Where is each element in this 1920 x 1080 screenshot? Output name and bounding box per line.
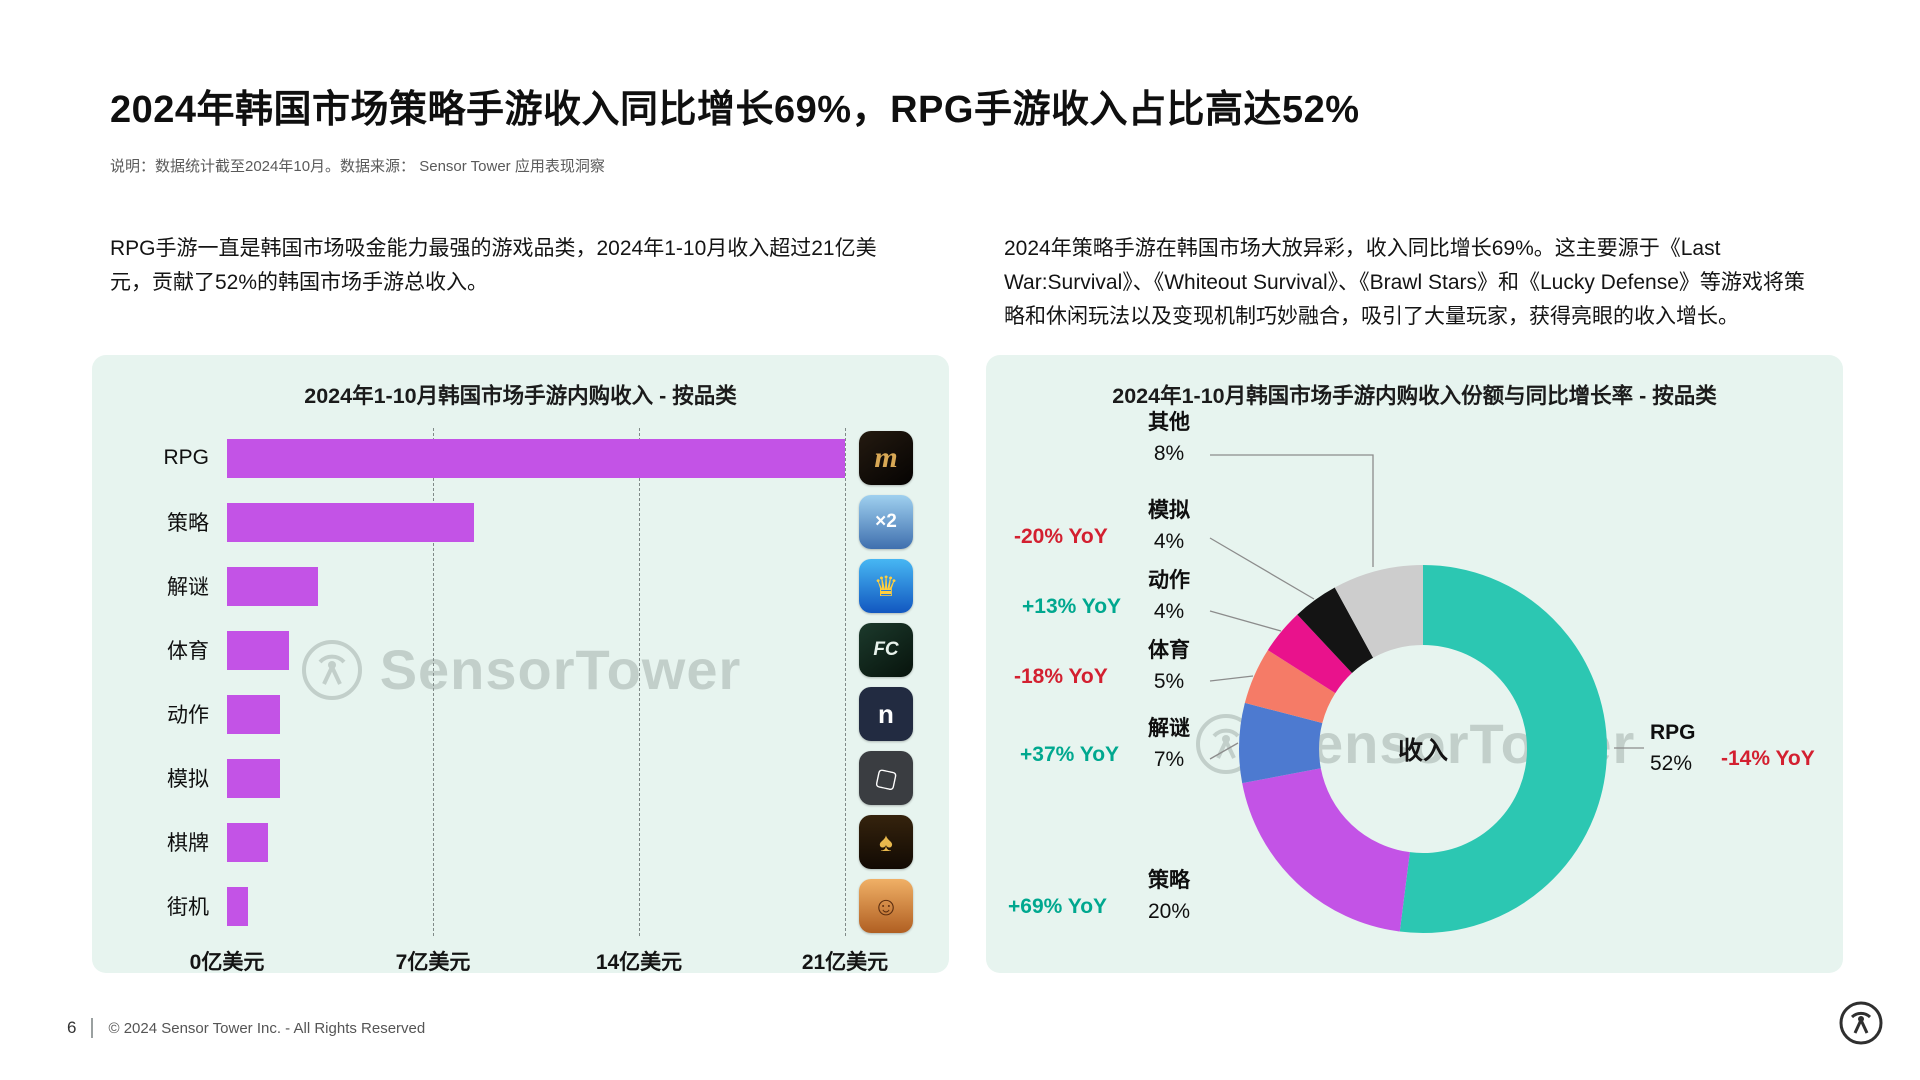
bar-x-axis: 0亿美元 7亿美元 14亿美元 21亿美元: [120, 946, 919, 973]
donut-label-puzzle: 解谜 7%: [1148, 717, 1190, 771]
app-icon-roblox: ▢: [859, 751, 913, 805]
donut-segment-解谜: [1239, 565, 1607, 933]
sensortower-footer-logo-icon: [1838, 1000, 1884, 1046]
paragraph-rpg: RPG手游一直是韩国市场吸金能力最强的游戏品类，2024年1-10月收入超过21…: [110, 237, 877, 295]
gridline: [845, 428, 846, 936]
bar-track: [227, 554, 845, 618]
donut-label-rpg: RPG 52%: [1650, 721, 1696, 775]
bar-chart-panel: 2024年1-10月韩国市场手游内购收入 - 按品类 SensorTower R…: [92, 355, 949, 973]
yoy-puzzle: +37% YoY: [1020, 743, 1120, 766]
bar-动作: [227, 694, 280, 734]
bar-模拟: [227, 758, 280, 798]
chart-panels: 2024年1-10月韩国市场手游内购收入 - 按品类 SensorTower R…: [92, 355, 1843, 973]
donut-label-strategy: 策略 20%: [1147, 869, 1191, 923]
bar-category-label: 体育: [167, 640, 209, 663]
app-icon-cookie-run: ☺: [859, 879, 913, 933]
bar-track: [227, 874, 845, 938]
intro-paragraphs: RPG手游一直是韩国市场吸金能力最强的游戏品类，2024年1-10月收入超过21…: [110, 232, 1822, 334]
app-icon-lineage-m: m: [859, 431, 913, 485]
x-tick-label: 21亿美元: [801, 951, 889, 973]
app-icon-royal-match: ♛: [859, 559, 913, 613]
bar-row: 策略 ×2: [120, 490, 919, 554]
donut-label-action: 动作 4%: [1148, 569, 1190, 623]
donut-chart: 收入: [1237, 563, 1609, 935]
bar-row: 体育 FC: [120, 618, 919, 682]
bar-category-label: 街机: [167, 896, 209, 919]
yoy-sports: -18% YoY: [1014, 665, 1108, 688]
bar-策略: [227, 502, 475, 542]
bar-category-label: 棋牌: [167, 832, 209, 855]
bar-category-label: 解谜: [167, 576, 209, 599]
bar-category-label: 模拟: [167, 768, 209, 791]
x-tick-label: 14亿美元: [595, 951, 683, 973]
page-number: 6: [67, 1018, 77, 1037]
copyright-text: © 2024 Sensor Tower Inc. - All Rights Re…: [108, 1019, 426, 1037]
donut-svg: [1239, 565, 1607, 933]
bar-track: [227, 618, 845, 682]
gridline: [433, 428, 434, 936]
bar-row: 动作 n: [120, 682, 919, 746]
app-icon-netmarble: n: [859, 687, 913, 741]
yoy-rpg: -14% YoY: [1721, 747, 1815, 770]
yoy-action: +13% YoY: [1022, 595, 1122, 618]
bar-row: 模拟 ▢: [120, 746, 919, 810]
bar-track: [227, 746, 845, 810]
bar-体育: [227, 630, 289, 670]
yoy-simulation: -20% YoY: [1014, 525, 1108, 548]
bar-row: 街机 ☺: [120, 874, 919, 938]
bar-chart-title: 2024年1-10月韩国市场手游内购收入 - 按品类: [304, 384, 737, 408]
donut-chart-title: 2024年1-10月韩国市场手游内购收入份额与同比增长率 - 按品类: [1112, 384, 1717, 408]
bar-棋牌: [227, 822, 269, 862]
bar-row: 解谜 ♛: [120, 554, 919, 618]
bar-解谜: [227, 566, 319, 606]
bar-row: 棋牌 ♠: [120, 810, 919, 874]
bar-rows: RPG m 策略 ×2 解谜 ♛ 体育 FC 动作 n 模拟 ▢ 棋牌 ♠ 街机 ☺: [120, 426, 919, 938]
bar-RPG: [227, 438, 845, 478]
donut-label-other: 其他 8%: [1148, 411, 1190, 465]
bar-row: RPG m: [120, 426, 919, 490]
header: 2024年韩国市场策略手游收入同比增长69%，RPG手游收入占比高达52% 说明…: [110, 78, 1810, 176]
bar-category-label: 策略: [167, 512, 209, 535]
yoy-strategy: +69% YoY: [1008, 895, 1108, 918]
donut-chart-panel: 2024年1-10月韩国市场手游内购收入份额与同比增长率 - 按品类 Senso…: [986, 355, 1843, 973]
bar-track: [227, 490, 845, 554]
source-note: 说明：数据统计截至2024年10月。数据来源： Sensor Tower 应用表…: [110, 158, 605, 175]
page-title: 2024年韩国市场策略手游收入同比增长69%，RPG手游收入占比高达52%: [110, 89, 1360, 131]
app-icon-poker-hangame: ♠: [859, 815, 913, 869]
footer: 6 © 2024 Sensor Tower Inc. - All Rights …: [67, 1018, 425, 1038]
bar-track: [227, 682, 845, 746]
footer-divider: [91, 1018, 94, 1038]
x-tick-label: 0亿美元: [189, 951, 265, 973]
app-icon-fc-online: FC: [859, 623, 913, 677]
bar-category-label: 动作: [167, 704, 209, 727]
bar-街机: [227, 886, 248, 926]
bar-track: [227, 426, 845, 490]
paragraph-strategy: 2024年策略手游在韩国市场大放异彩，收入同比增长69%。这主要源于《Last …: [1004, 237, 1805, 329]
gridline: [639, 428, 640, 936]
app-icon-last-war-survival: ×2: [859, 495, 913, 549]
donut-label-sports: 体育 5%: [1148, 639, 1190, 693]
x-tick-label: 7亿美元: [395, 951, 471, 973]
bar-track: [227, 810, 845, 874]
donut-label-simulation: 模拟 4%: [1148, 499, 1190, 553]
bar-category-label: RPG: [163, 446, 209, 469]
donut-segment-其他: [1239, 565, 1607, 933]
